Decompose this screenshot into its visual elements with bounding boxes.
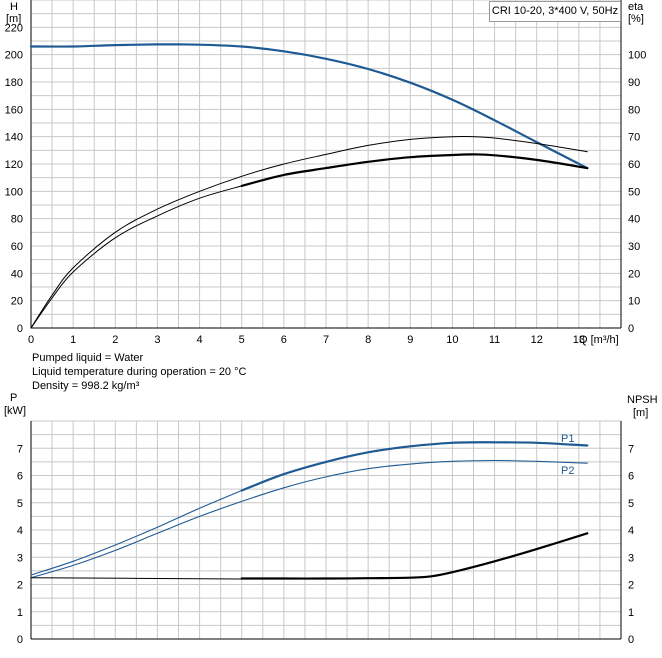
bottom-y-right-label-2: [m] — [633, 407, 648, 419]
top-y-right-tick: 50 — [628, 186, 640, 198]
top-y-left-tick: 20 — [11, 296, 23, 308]
top-x-tick: 12 — [531, 334, 543, 346]
top-y-left-tick: 220 — [5, 22, 23, 34]
top-y-left-label-2: [m] — [6, 13, 21, 25]
bottom-y-right-tick: 7 — [628, 443, 634, 455]
bottom-series-2-line — [30, 459, 588, 579]
top-x-tick: 3 — [154, 334, 160, 346]
bottom-curves — [30, 441, 589, 580]
bottom-y-right-tick: 6 — [628, 471, 634, 483]
top-x-tick: 2 — [112, 334, 118, 346]
bottom-y-right-label-1: NPSH — [627, 394, 658, 406]
top-y-left-tick: 180 — [5, 77, 23, 89]
top-y-right-tick: 80 — [628, 104, 640, 116]
top-y-right-tick: 0 — [628, 323, 634, 335]
bottom-y-left-tick: 6 — [17, 471, 23, 483]
top-y-right-tick: 90 — [628, 77, 640, 89]
top-x-tick: 5 — [239, 334, 245, 346]
top-y-right-tick: 70 — [628, 132, 640, 144]
bottom-y-right-tick: 2 — [628, 580, 634, 592]
top-x-tick: 6 — [281, 334, 287, 346]
top-x-tick: 0 — [28, 334, 34, 346]
bottom-y-left-tick: 4 — [17, 525, 23, 537]
series-label-p2: P2 — [561, 465, 574, 477]
top-y-left-tick: 200 — [5, 50, 23, 62]
top-y-left-tick: 160 — [5, 104, 23, 116]
bottom-y-right-tick: 5 — [628, 498, 634, 510]
top-curves — [29, 43, 589, 329]
top-x-tick: 8 — [365, 334, 371, 346]
top-x-tick: 11 — [489, 334, 500, 346]
top-y-right-tick: 20 — [628, 268, 640, 280]
top-y-left-tick: 40 — [11, 268, 23, 280]
top-y-left-tick: 60 — [11, 241, 23, 253]
bottom-y-left-tick: 5 — [17, 498, 23, 510]
top-y-right-label-2: [%] — [628, 13, 644, 25]
bottom-y-left-label-2: [kW] — [4, 405, 26, 417]
top-series-2-line — [30, 185, 243, 329]
top-y-left-tick: 120 — [5, 159, 23, 171]
info-density: Density = 998.2 kg/m³ — [32, 380, 140, 392]
info-pumped-liquid: Pumped liquid = Water — [32, 352, 144, 364]
bottom-y-left-tick: 0 — [17, 634, 23, 646]
top-y-right-label-1: eta — [628, 1, 644, 13]
bottom-y-right-tick: 3 — [628, 552, 634, 564]
top-x-tick: 7 — [323, 334, 329, 346]
top-y-left-label-1: H — [10, 1, 18, 13]
top-series-3-line — [240, 153, 589, 187]
top-ticks: 0204060801001201401601802002200102030405… — [5, 22, 647, 346]
top-y-right-tick: 40 — [628, 214, 640, 226]
chart-legend: CRI 10-20, 3*400 V, 50Hz — [489, 1, 621, 22]
bottom-y-left-tick: 1 — [17, 607, 23, 619]
bottom-y-left-tick: 7 — [17, 443, 23, 455]
top-y-left-tick: 140 — [5, 132, 23, 144]
bottom-y-left-tick: 3 — [17, 552, 23, 564]
top-x-tick: 4 — [197, 334, 203, 346]
top-y-right-tick: 10 — [628, 296, 640, 308]
bottom-series-1-line — [240, 441, 589, 492]
bottom-ticks: 0 1 2 3 4 5 6 7 0 1 2 3 4 5 6 7 — [17, 443, 634, 646]
bottom-y-left-label-1: P — [10, 392, 17, 404]
bottom-series-4-line — [240, 532, 589, 580]
bottom-y-right-tick: 1 — [628, 607, 634, 619]
top-grid — [30, 0, 622, 329]
top-y-right-tick: 60 — [628, 159, 640, 171]
top-y-right-tick: 100 — [628, 50, 646, 62]
series-label-p1: P1 — [561, 433, 574, 445]
top-series-0-line — [29, 43, 589, 170]
top-x-tick: 13 — [573, 334, 585, 346]
top-y-left-tick: 80 — [11, 214, 23, 226]
bottom-series-0-line — [30, 489, 243, 576]
bottom-y-right-tick: 4 — [628, 525, 634, 537]
info-liquid-temperature: Liquid temperature during operation = 20… — [32, 366, 247, 378]
top-x-tick: 9 — [407, 334, 413, 346]
top-y-right-tick: 30 — [628, 241, 640, 253]
top-x-tick: 10 — [446, 334, 458, 346]
bottom-y-right-tick: 0 — [628, 634, 634, 646]
bottom-y-left-tick: 2 — [17, 580, 23, 592]
top-series-1-line — [30, 135, 588, 329]
bottom-grid — [30, 420, 622, 640]
top-y-left-tick: 0 — [17, 323, 23, 335]
top-x-tick: 1 — [70, 334, 76, 346]
top-x-axis-label: Q [m³/h] — [579, 334, 619, 346]
power-npsh-chart: 0 1 2 3 4 5 6 7 0 1 2 3 4 5 6 7 P [kW] NPSH [m] P1 P2 — [4, 392, 658, 646]
top-y-left-tick: 100 — [5, 186, 23, 198]
bottom-series-3-line — [30, 577, 243, 580]
head-efficiency-chart: 0204060801001201401601802002200102030405… — [5, 0, 647, 346]
